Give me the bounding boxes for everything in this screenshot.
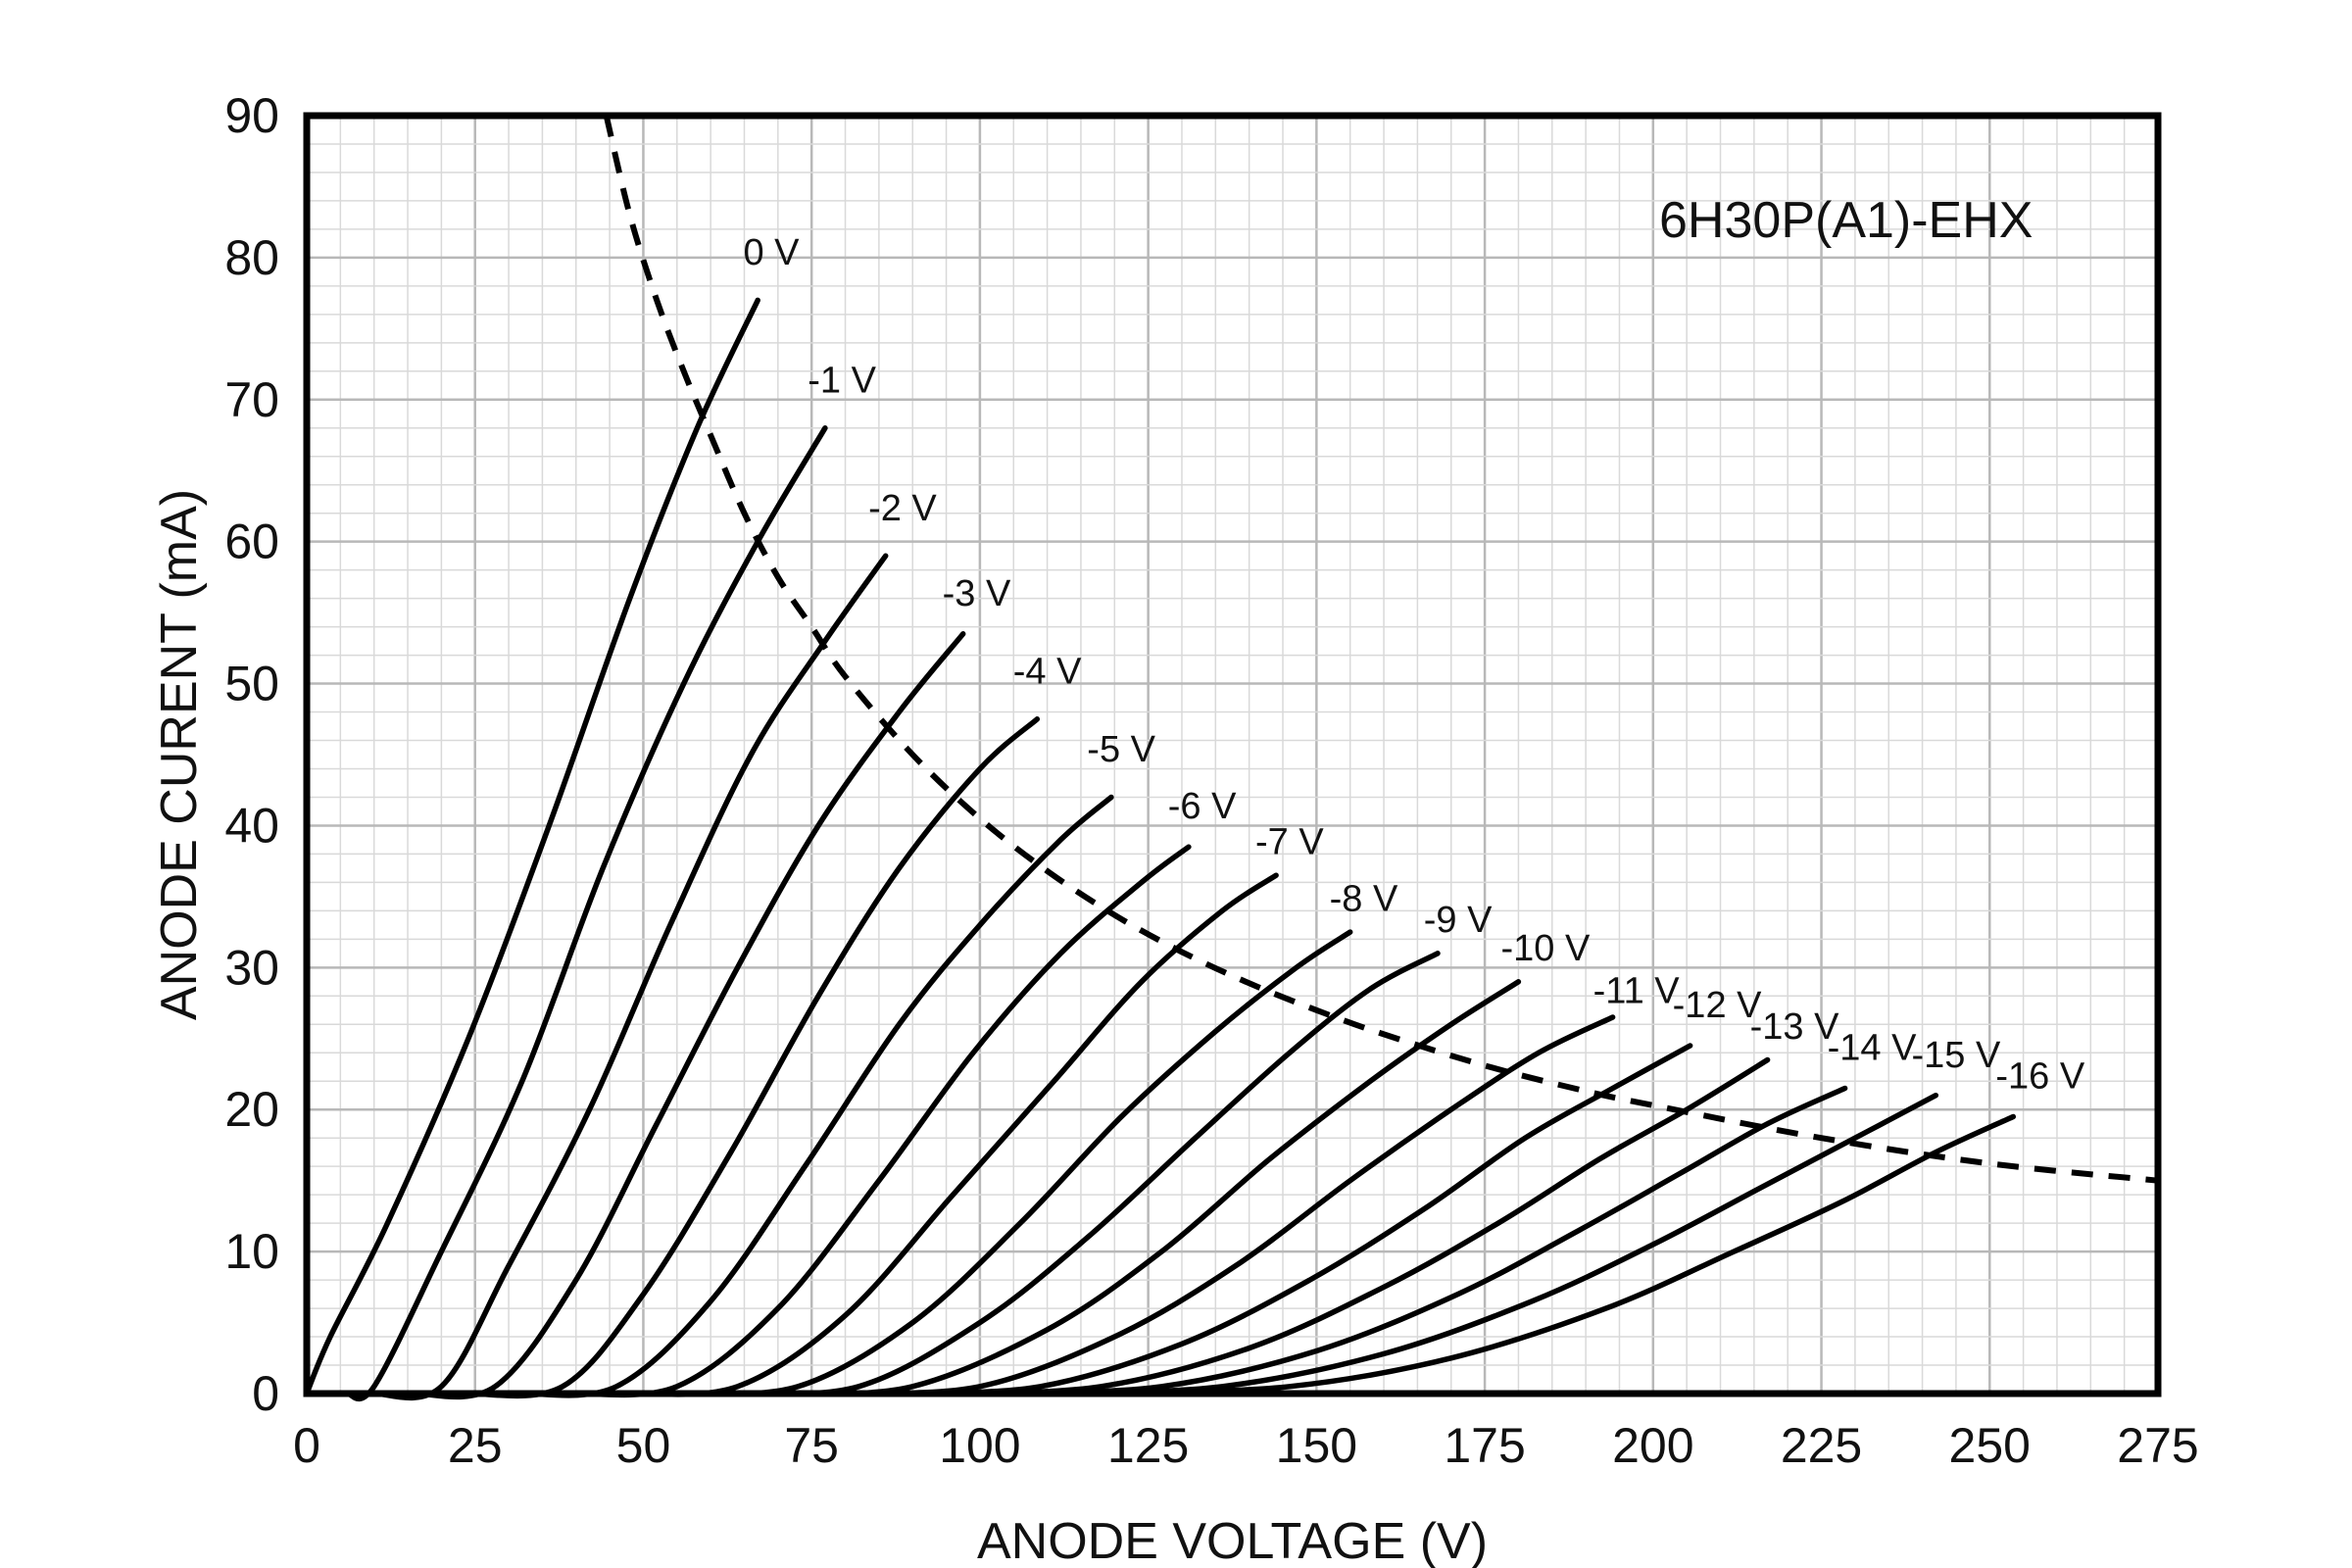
curve-label: -14 V (1828, 1028, 1917, 1069)
curve-label: 0 V (743, 232, 800, 273)
series-line-6 (573, 844, 1192, 1398)
plot-frame (303, 112, 2162, 1397)
max-dissipation-curve (603, 115, 2159, 1184)
curve-label: -10 V (1500, 928, 1590, 969)
y-tick-label: 0 (252, 1366, 279, 1421)
y-tick-label: 50 (224, 657, 279, 711)
curve-label: -3 V (943, 573, 1011, 614)
series-line-2 (370, 553, 889, 1401)
curve-label: -5 V (1087, 729, 1155, 770)
curve-label: -6 V (1168, 786, 1237, 827)
series-line-13 (950, 1056, 1771, 1396)
curve-label: -12 V (1673, 985, 1762, 1026)
curve-label: -13 V (1750, 1006, 1839, 1048)
y-tick-label: 10 (224, 1224, 279, 1279)
series-line-8 (680, 929, 1353, 1397)
x-tick-label: 250 (1949, 1418, 2031, 1473)
series-line-16 (1111, 1113, 2017, 1396)
y-tick-label: 80 (224, 230, 279, 285)
x-tick-label: 225 (1781, 1418, 1862, 1473)
y-tick-label: 70 (224, 372, 279, 427)
x-tick-label: 100 (939, 1418, 1020, 1473)
curve-label: -8 V (1330, 878, 1398, 919)
series-line-15 (1057, 1092, 1939, 1396)
series-line-0 (304, 297, 760, 1396)
series-line-10 (788, 979, 1522, 1396)
series-line-4 (466, 716, 1041, 1399)
curve-label: -4 V (1013, 652, 1082, 693)
x-tick-label: 50 (616, 1418, 671, 1473)
curve-labels: 0 V-1 V-2 V-3 V-4 V-5 V-6 V-7 V-8 V-9 V-… (743, 232, 2084, 1097)
curve-label: -9 V (1424, 900, 1493, 941)
curve-label: -1 V (808, 361, 876, 402)
tube-type-label: 6H30P(A1)-EHX (1659, 192, 2033, 249)
series-line-1 (344, 425, 828, 1402)
x-tick-label: 200 (1612, 1418, 1693, 1473)
x-tick-label: 125 (1107, 1418, 1189, 1473)
dissipation-curve-layer (603, 115, 2159, 1184)
curve-label: -7 V (1255, 821, 1324, 862)
x-tick-label: 0 (293, 1418, 320, 1473)
y-tick-label: 30 (224, 940, 279, 995)
y-tick-label: 90 (224, 88, 279, 143)
series-line-5 (519, 794, 1114, 1398)
x-tick-label: 150 (1276, 1418, 1357, 1473)
series-line-14 (1004, 1085, 1848, 1396)
y-tick-label: 60 (224, 514, 279, 569)
curve-label: -16 V (1995, 1055, 2084, 1097)
series-line-12 (896, 1043, 1693, 1396)
y-tick-label: 20 (224, 1082, 279, 1137)
series-layer (304, 297, 2017, 1402)
grid-lines (307, 116, 2158, 1394)
curve-label: -11 V (1593, 971, 1681, 1012)
tick-labels: 0 25 50 75 100 125 150 175 200 225 250 275 0 10 20 30 40… (224, 88, 2198, 1473)
series-line-9 (734, 951, 1441, 1397)
curve-label: -15 V (1912, 1035, 2001, 1076)
x-tick-label: 175 (1444, 1418, 1525, 1473)
series-line-3 (412, 631, 966, 1400)
x-tick-label: 75 (784, 1418, 839, 1473)
y-tick-label: 40 (224, 798, 279, 853)
x-axis-label: ANODE VOLTAGE (V) (977, 1513, 1488, 1568)
x-tick-label: 25 (448, 1418, 503, 1473)
x-tick-label: 275 (2117, 1418, 2198, 1473)
curve-label: -2 V (868, 488, 937, 529)
y-axis-label: ANODE CURENT (mA) (151, 489, 208, 1020)
series-line-7 (626, 872, 1279, 1397)
series-line-11 (842, 1014, 1616, 1396)
